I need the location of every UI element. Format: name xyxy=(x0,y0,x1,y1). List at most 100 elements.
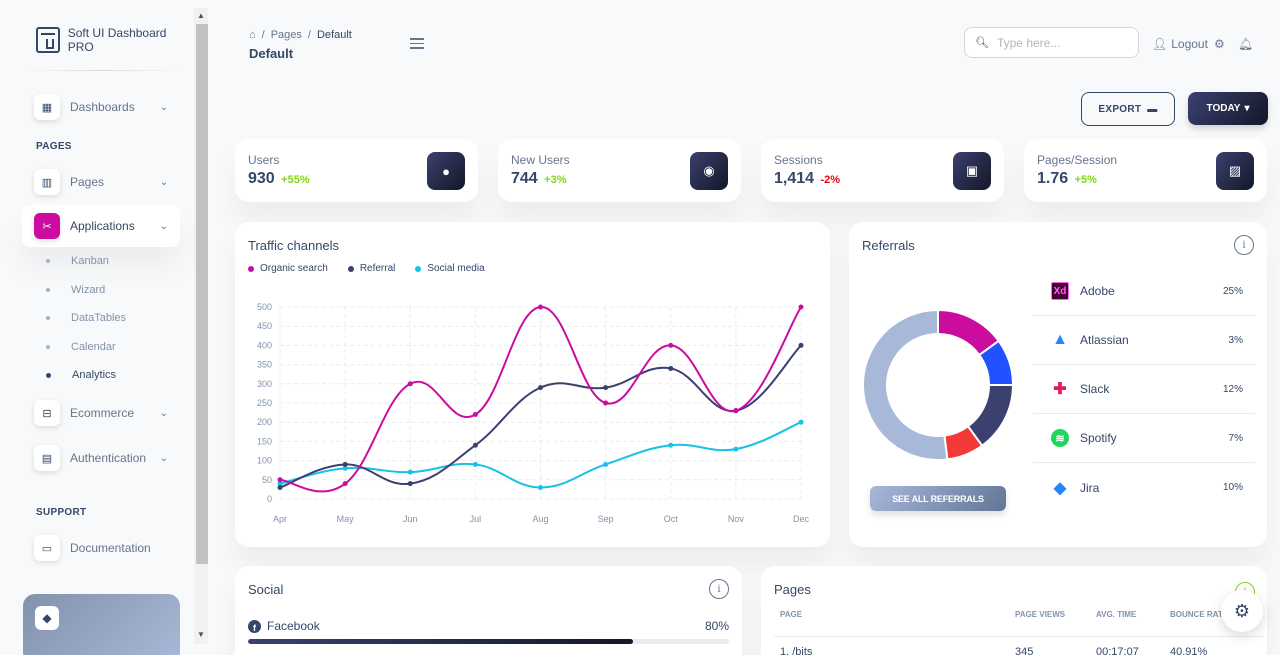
referral-name: Atlassian xyxy=(1080,333,1129,347)
referral-row-atlassian[interactable]: ▲ Atlassian 3% xyxy=(1033,316,1255,365)
social-row-facebook: f Facebook 80% xyxy=(248,619,729,644)
data-point xyxy=(538,385,543,391)
table-header: PAGE VIEWS xyxy=(1015,610,1066,619)
chevron-down-icon: ⌄ xyxy=(159,101,168,113)
bullet-icon xyxy=(46,316,50,320)
y-tick-label: 450 xyxy=(257,321,272,331)
stat-delta: +5% xyxy=(1074,174,1097,186)
referral-row-adobe[interactable]: Xd Adobe 25% xyxy=(1033,267,1255,316)
sidebar-item-ecommerce[interactable]: ⊟ Ecommerce ⌄ xyxy=(22,392,180,434)
referral-row-spotify[interactable]: ≋ Spotify 7% xyxy=(1033,414,1255,463)
gear-icon[interactable]: ⚙ xyxy=(1214,37,1225,51)
x-tick-label: Nov xyxy=(728,514,745,524)
social-card: Social i f Facebook 80% xyxy=(235,566,742,655)
referral-percent: 12% xyxy=(1222,383,1243,395)
legend-item-referral: Referral xyxy=(347,263,395,274)
social-percent: 80% xyxy=(704,619,729,633)
card-title: Pages xyxy=(774,582,811,597)
spotify-icon: ≋ xyxy=(1051,429,1069,447)
data-point xyxy=(472,442,478,448)
data-point xyxy=(668,365,674,371)
y-tick-label: 0 xyxy=(267,494,272,504)
y-tick-label: 50 xyxy=(262,475,272,485)
data-point xyxy=(342,465,348,471)
x-tick-label: Dec xyxy=(793,514,810,524)
pages-card: Pages i PAGE PAGE VIEWS AVG. TIME BOUNCE… xyxy=(761,566,1267,655)
stat-label: Users xyxy=(248,153,280,167)
scrollbar-thumb[interactable] xyxy=(196,24,208,564)
stat-delta: +3% xyxy=(544,174,567,186)
progress-bar xyxy=(248,639,729,644)
settings-gear-icon[interactable]: ⚙ xyxy=(1221,590,1263,632)
bell-icon[interactable]: 🔔︎ xyxy=(1238,37,1254,51)
see-all-referrals-button[interactable]: SEE ALL REFERRALS xyxy=(870,486,1006,511)
stat-value: 744 +3% xyxy=(511,170,567,187)
data-point xyxy=(472,412,478,418)
info-icon[interactable]: i xyxy=(1234,235,1254,255)
data-point xyxy=(733,408,739,414)
subitem-label: DataTables xyxy=(71,312,127,324)
stat-delta: +55% xyxy=(281,174,310,186)
referrals-card: Referrals i SEE ALL REFERRALS Xd Adobe 2… xyxy=(849,222,1267,547)
subitem-label: Analytics xyxy=(72,369,117,381)
info-icon[interactable]: i xyxy=(709,579,729,599)
sidebar-item-authentication[interactable]: ▤ Authentication ⌄ xyxy=(22,437,180,479)
y-tick-label: 250 xyxy=(257,398,272,408)
breadcrumb-pages[interactable]: Pages xyxy=(270,29,302,41)
credit-card-icon: ▭ xyxy=(34,535,60,561)
progress-fill xyxy=(248,639,633,644)
chevron-down-icon: ⌄ xyxy=(159,220,168,232)
today-dropdown-button[interactable]: TODAY ▾ xyxy=(1188,92,1268,125)
page-title: Default xyxy=(249,46,294,61)
sidebar-subitem-datatables[interactable]: DataTables xyxy=(46,312,126,324)
sidebar-item-documentation[interactable]: ▭ Documentation xyxy=(22,527,180,569)
search-box[interactable]: 🔍︎ xyxy=(964,27,1139,58)
x-tick-label: May xyxy=(337,514,355,524)
sidebar-subitem-calendar[interactable]: Calendar xyxy=(46,341,116,353)
stat-label: Pages/Session xyxy=(1037,153,1118,167)
chevron-down-icon: ⌄ xyxy=(159,407,168,419)
data-point xyxy=(342,481,348,487)
referral-percent: 10% xyxy=(1222,482,1243,493)
sidebar-subitem-kanban[interactable]: Kanban xyxy=(46,255,109,267)
export-button[interactable]: EXPORT ▬ xyxy=(1081,92,1175,126)
brand[interactable]: Soft UI Dashboard PRO xyxy=(36,26,194,54)
y-tick-label: 300 xyxy=(257,379,272,389)
sidebar-item-pages[interactable]: ▥ Pages ⌄ xyxy=(22,161,180,203)
data-point xyxy=(407,469,413,475)
data-point xyxy=(668,442,674,448)
stat-delta: -2% xyxy=(820,174,841,186)
stat-card-pages-session: Pages/Session 1.76 +5% ▨ xyxy=(1024,139,1267,202)
logout-link[interactable]: 👤︎ Logout xyxy=(1152,37,1208,51)
sidebar-item-dashboards[interactable]: ▦ Dashboards ⌄ xyxy=(22,86,180,128)
table-header: PAGE xyxy=(780,610,803,619)
y-tick-label: 500 xyxy=(257,302,272,312)
atlassian-icon: ▲ xyxy=(1052,331,1068,348)
data-point xyxy=(538,304,543,310)
diamond-icon: ◆ xyxy=(35,606,59,630)
chevron-down-icon: ⌄ xyxy=(159,176,168,188)
basket-icon: ⊟ xyxy=(34,400,60,426)
referral-row-slack[interactable]: ✚ Slack 12% xyxy=(1033,365,1255,414)
divider xyxy=(774,636,1264,637)
today-label: TODAY xyxy=(1206,103,1241,114)
y-tick-label: 100 xyxy=(257,456,272,466)
menu-icon[interactable] xyxy=(410,38,424,52)
sidebar-subitem-analytics[interactable]: Analytics xyxy=(46,369,116,381)
subitem-label: Kanban xyxy=(71,255,109,267)
scroll-up-icon[interactable]: ▲ xyxy=(197,11,205,20)
sidebar-item-applications[interactable]: ✂ Applications ⌄ xyxy=(22,205,180,247)
referral-row-jira[interactable]: ◆ Jira 10% xyxy=(1033,463,1255,512)
home-icon[interactable]: ⌂ xyxy=(249,29,256,41)
sidebar-subitem-wizard[interactable]: Wizard xyxy=(46,284,105,296)
y-tick-label: 350 xyxy=(257,360,272,370)
sidebar: Soft UI Dashboard PRO ▦ Dashboards ⌄ PAG… xyxy=(0,0,194,655)
search-input[interactable] xyxy=(996,35,1127,50)
data-point xyxy=(603,461,609,467)
referrals-donut-chart xyxy=(862,308,1015,461)
x-tick-label: Aug xyxy=(532,514,548,524)
section-title-support: SUPPORT xyxy=(36,507,87,518)
scroll-down-icon[interactable]: ▼ xyxy=(197,630,205,639)
data-point xyxy=(277,484,283,490)
referral-percent: 25% xyxy=(1222,285,1243,297)
